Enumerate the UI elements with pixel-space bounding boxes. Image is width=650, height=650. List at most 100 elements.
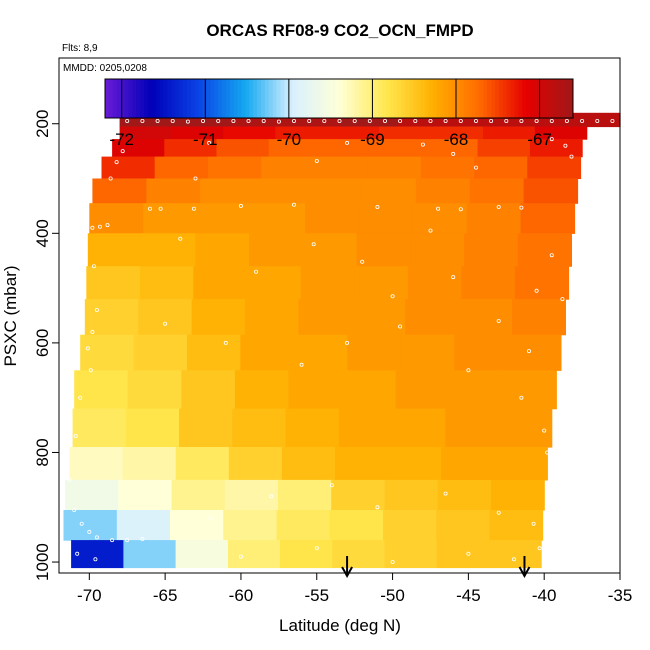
heatmap-cell: [280, 540, 333, 569]
heatmap-cell: [240, 334, 295, 371]
track-point: [466, 368, 471, 373]
track-point: [504, 119, 509, 124]
colorbar-segment: [456, 79, 461, 118]
track-point: [527, 349, 532, 354]
y-tick-label: 1000: [33, 543, 52, 581]
heatmap-cell: [367, 156, 422, 180]
colorbar-segment: [233, 79, 239, 118]
track-point: [390, 560, 395, 565]
track-point: [428, 119, 433, 124]
heatmap-cell: [84, 299, 139, 336]
colorbar-segment: [128, 79, 133, 118]
colorbar-segment: [502, 79, 508, 118]
heatmap-cell: [154, 156, 209, 180]
heatmap-cell: [477, 139, 531, 158]
colorbar-segment: [183, 79, 188, 118]
track-point: [560, 297, 565, 302]
track-point: [473, 165, 478, 170]
track-point: [314, 158, 319, 163]
track-point: [458, 119, 463, 124]
colorbar-segment: [257, 79, 262, 118]
colorbar-segment: [339, 79, 344, 118]
arrow-icon: [341, 566, 353, 579]
colorbar-segment: [206, 79, 211, 118]
heatmap-cell: [458, 299, 513, 336]
colorbar-segment: [253, 79, 258, 118]
colorbar-segment: [288, 79, 293, 118]
track-point: [360, 259, 365, 264]
x-tick-label: -65: [153, 586, 178, 605]
track-point: [91, 264, 96, 269]
heatmap-cell: [101, 156, 156, 180]
track-point: [307, 119, 312, 124]
x-axis: -70 -65 -60 -55 -50 -45 -40 -35: [77, 573, 632, 605]
colorbar-segment: [475, 79, 480, 118]
colorbar-segment: [264, 79, 270, 118]
heatmap-cell: [523, 178, 579, 204]
heatmap-cell: [358, 203, 414, 234]
track-point: [382, 119, 387, 124]
colorbar-tick-label: -72: [109, 130, 134, 149]
heatmap-cell: [138, 299, 193, 336]
colorbar-segment: [163, 79, 168, 118]
colorbar-segment: [350, 79, 356, 118]
heatmap-cell: [507, 334, 562, 371]
heatmap-cell: [170, 510, 224, 541]
colorbar-segment: [323, 79, 328, 118]
track-point: [191, 206, 196, 211]
colorbar-segment: [428, 79, 434, 118]
track-point: [473, 119, 478, 124]
colorbar-segment: [171, 79, 176, 118]
heatmap-cell: [187, 334, 241, 371]
heatmap-cell: [112, 139, 165, 158]
heatmap-cell: [251, 203, 306, 234]
track-point: [90, 329, 95, 334]
colorbar-segment: [471, 79, 476, 118]
colorbar-segment: [389, 79, 395, 118]
heatmap-cell: [80, 334, 135, 371]
heatmap-cell: [179, 408, 233, 448]
heatmap-cell: [436, 510, 490, 541]
track-point: [207, 140, 212, 145]
heatmap-cell: [384, 479, 439, 511]
heatmap-cell: [63, 510, 118, 541]
heatmap-cell: [445, 408, 500, 448]
colorbar-tick-label: -67: [527, 130, 552, 149]
colorbar-segment: [124, 79, 129, 118]
track-point: [261, 119, 266, 124]
heatmap-cell: [494, 447, 548, 481]
heatmap-cell: [71, 540, 124, 569]
heatmap-cell: [405, 299, 460, 336]
colorbar-segment: [186, 79, 192, 118]
track-point: [367, 119, 372, 124]
colorbar-segment: [319, 79, 324, 118]
colorbar-segment: [448, 79, 453, 118]
colorbar-segment: [459, 79, 465, 118]
heatmap-cell: [464, 233, 519, 267]
colorbar-frame: [104, 78, 574, 119]
track-point: [87, 529, 92, 534]
heatmap-cell: [72, 408, 127, 448]
colorbar-segment: [159, 79, 164, 118]
colorbar-segment: [381, 79, 387, 118]
heatmap-cell: [146, 178, 201, 204]
track-point: [420, 142, 425, 147]
heatmap-cell: [305, 203, 360, 234]
heatmap-cell: [529, 139, 583, 158]
heatmap-cell: [415, 178, 471, 204]
track-point: [428, 228, 433, 233]
heatmap-cell: [118, 479, 173, 511]
x-tick-label: -70: [77, 586, 102, 605]
heatmap-cell: [354, 266, 409, 300]
colorbar-segment: [144, 79, 149, 118]
heatmap-cell: [200, 178, 255, 204]
heatmap-cell: [407, 266, 462, 300]
heatmap-cell: [228, 447, 283, 481]
track-point: [436, 206, 441, 211]
colorbar-segment: [362, 79, 367, 118]
colorbar-segment: [409, 79, 414, 118]
y-tick-label: 200: [33, 110, 52, 138]
colorbar-segment: [292, 79, 297, 118]
track-point: [398, 119, 403, 124]
flights-label: Flts: 8,9: [62, 43, 98, 54]
